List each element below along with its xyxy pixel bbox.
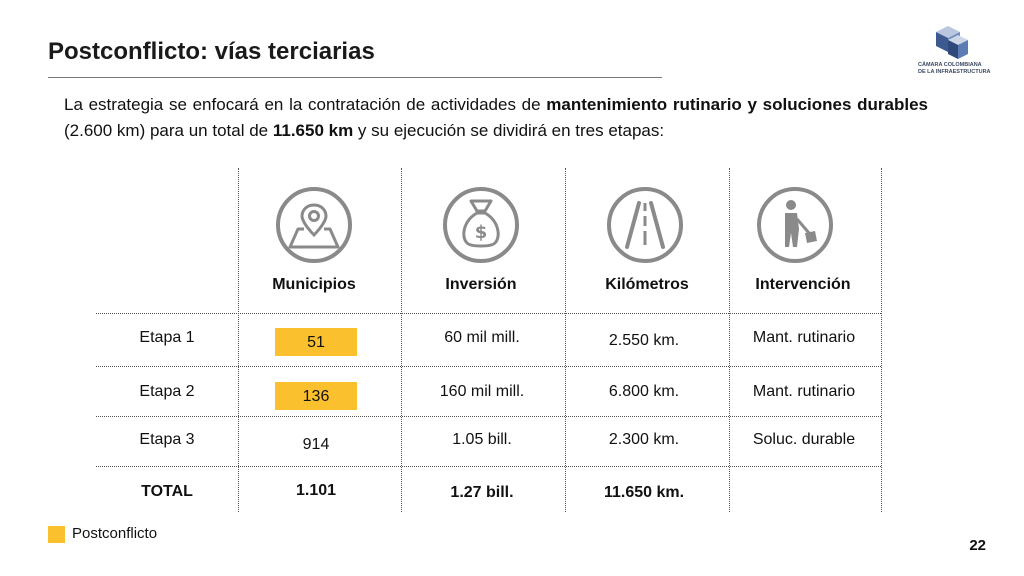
grid-vline — [565, 168, 566, 512]
cell-kilometros-etapa-3: 2.300 km. — [608, 431, 680, 448]
grid-hline — [96, 416, 881, 417]
cell-intervencion-etapa-2: Mant. rutinario — [752, 383, 856, 400]
grid-vline — [729, 168, 730, 512]
logo-cube-icon — [936, 26, 968, 59]
cell-inversion-etapa-2: 160 mil mill. — [439, 383, 525, 400]
grid-hline — [96, 466, 881, 467]
legend-swatch — [48, 526, 65, 543]
page-title: Postconflicto: vías terciarias — [48, 38, 375, 65]
intro-text-1: La estrategia se enfocará en la contrata… — [64, 95, 547, 114]
row-label-etapa-1: Etapa 1 — [139, 329, 195, 346]
row-label-total: TOTAL — [141, 483, 193, 500]
intro-bold-1: mantenimiento rutinario y soluciones dur… — [546, 95, 929, 114]
intro-text-2: (2.600 km) para un total de — [64, 121, 273, 140]
grid-vline — [881, 168, 882, 512]
ccinfra-logo: CÁMARA COLOMBIANA DE LA INFRAESTRUCTURA — [916, 26, 991, 82]
cell-kilometros-etapa-1: 2.550 km. — [608, 332, 680, 349]
cell-municipios-etapa-3: 914 — [302, 436, 330, 453]
grid-vline — [401, 168, 402, 512]
cell-intervencion-etapa-3: Soluc. durable — [752, 431, 856, 448]
logo-line1: CÁMARA COLOMBIANA — [918, 62, 982, 68]
row-label-etapa-2: Etapa 2 — [139, 383, 195, 400]
intro-text-3: y su ejecución se dividirá en tres etapa… — [353, 121, 665, 140]
cell-inversion-etapa-3: 1.05 bill. — [452, 431, 512, 448]
cell-inversion-etapa-1: 60 mil mill. — [444, 329, 520, 346]
row-label-etapa-3: Etapa 3 — [139, 431, 195, 448]
legend-label: Postconflicto — [72, 525, 158, 542]
title-divider — [48, 77, 662, 78]
col-header-municipios: Municipios — [272, 276, 356, 293]
map-pin-icon — [276, 187, 352, 263]
grid-vline — [238, 168, 239, 512]
cell-intervencion-etapa-1: Mant. rutinario — [752, 329, 856, 346]
cell-inversion-total: 1.27 bill. — [450, 484, 514, 501]
grid-hline — [96, 366, 881, 367]
col-header-inversion: Inversión — [445, 276, 517, 293]
page-number: 22 — [969, 537, 986, 554]
highlight-marker — [275, 328, 357, 356]
cell-municipios-etapa-2: 136 — [302, 388, 330, 405]
road-icon — [607, 187, 683, 263]
cell-municipios-total: 1.101 — [295, 482, 337, 499]
cell-kilometros-etapa-2: 6.800 km. — [608, 383, 680, 400]
cell-municipios-etapa-1: 51 — [307, 334, 325, 351]
cell-kilometros-total: 11.650 km. — [603, 484, 685, 501]
highlight-marker — [275, 382, 357, 410]
intro-paragraph: La estrategia se enfocará en la contrata… — [64, 92, 928, 144]
worker-shovel-icon — [757, 187, 833, 263]
intro-bold-2: 11.650 km — [272, 121, 354, 140]
grid-hline — [96, 313, 881, 314]
money-bag-icon: $ — [443, 187, 519, 263]
logo-line2: DE LA INFRAESTRUCTURA — [918, 68, 991, 75]
svg-text:$: $ — [475, 222, 488, 243]
col-header-kilometros: Kilómetros — [605, 276, 689, 293]
col-header-intervencion: Intervención — [755, 276, 851, 293]
